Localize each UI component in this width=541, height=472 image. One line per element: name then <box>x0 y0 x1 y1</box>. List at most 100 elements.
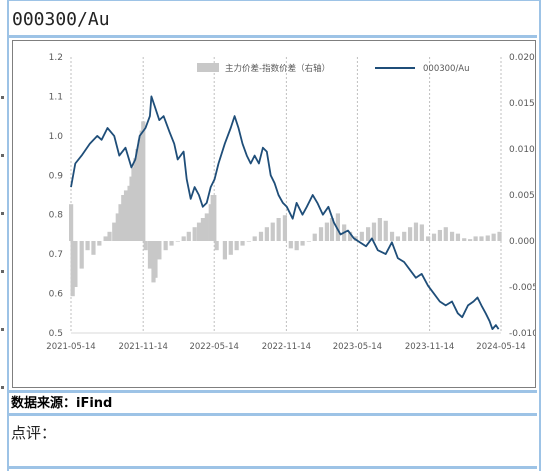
y-right-tick-label: 0.015 <box>509 99 535 109</box>
y-right-tick-label: 0.010 <box>509 145 535 155</box>
bar-mark <box>359 231 364 241</box>
bar-mark <box>212 195 217 241</box>
x-tick-label: 2024-05-14 <box>476 342 525 352</box>
bar-mark <box>169 241 174 246</box>
bar-mark <box>143 241 148 251</box>
bar-mark <box>473 236 478 241</box>
bar-mark <box>91 241 96 255</box>
y-right-tick-label: 0.020 <box>509 53 535 63</box>
bar-mark <box>107 231 112 241</box>
margin-marker <box>1 154 4 157</box>
bar-mark <box>246 241 251 242</box>
bar-mark <box>468 239 473 241</box>
comment-label: 点评： <box>11 424 57 442</box>
bar-mark <box>70 241 75 297</box>
margin-marker <box>1 212 4 215</box>
bar-mark <box>479 236 484 241</box>
bar-mark <box>443 227 448 241</box>
x-tick-label: 2023-05-14 <box>333 342 382 352</box>
bar-mark <box>306 241 311 242</box>
x-tick-label: 2021-05-14 <box>46 342 95 352</box>
bar-mark <box>324 222 330 241</box>
y-left-tick-label: 1.0 <box>49 132 64 142</box>
bar-mark <box>270 222 275 241</box>
bar-mark <box>214 241 219 251</box>
legend-label-line: 000300/Au <box>423 64 470 74</box>
x-tick-label: 2023-11-14 <box>405 342 454 352</box>
y-left-tick-label: 0.6 <box>49 290 64 300</box>
bar-mark <box>234 241 239 251</box>
bar-mark <box>389 231 395 241</box>
bar-mark <box>276 218 281 241</box>
bar-mark <box>147 241 153 269</box>
data-source: 数据来源：iFind <box>9 390 537 416</box>
bar-mark <box>85 241 90 251</box>
bar-mark <box>462 238 467 241</box>
y-right-tick-label: -0.010 <box>509 329 535 339</box>
bar-mark <box>153 241 158 278</box>
bar-mark <box>103 236 108 241</box>
bar-mark <box>395 236 401 241</box>
chart-svg: 2021-05-14 2021-11-14 2022-05-14 2022-11-14… <box>46 53 535 352</box>
x-tick-label: 2022-11-14 <box>262 342 311 352</box>
bar-mark <box>294 241 299 251</box>
bar-mark <box>192 227 197 241</box>
bar-mark <box>426 236 431 241</box>
y-left-tick-label: 0.8 <box>49 211 64 221</box>
y-left-tick-label: 1.1 <box>49 92 63 102</box>
bar-mark <box>485 235 490 241</box>
bar-mark <box>121 195 126 241</box>
chart-area: 2021-05-14 2021-11-14 2022-05-14 2022-11-14… <box>12 40 536 388</box>
bar-mark <box>186 231 191 241</box>
bar-mark <box>79 241 84 269</box>
y-left-tick-label: 0.7 <box>49 250 63 260</box>
bar-mark <box>264 227 269 241</box>
margin-marker <box>1 386 4 389</box>
bar-mark <box>112 222 117 241</box>
bar-mark <box>318 227 324 241</box>
x-tick-label: 2022-05-14 <box>189 342 238 352</box>
legend-swatch-bar <box>197 63 219 72</box>
bar-mark <box>335 213 340 241</box>
bar-mark <box>365 227 371 241</box>
bar-mark <box>252 236 257 241</box>
bar-mark <box>431 233 437 241</box>
bar-mark <box>437 229 442 241</box>
bar-mark <box>282 215 288 241</box>
report-frame <box>7 0 541 471</box>
bar-mark <box>115 213 120 241</box>
bar-mark <box>402 231 407 241</box>
y-left-tick-label: 0.5 <box>49 329 63 339</box>
y-right-tick-label: 0.000 <box>509 237 535 247</box>
bar-mark <box>163 241 168 251</box>
bar-mark <box>312 233 317 241</box>
bar-mark <box>123 190 129 241</box>
bar-mark <box>141 121 146 241</box>
bar-mark <box>196 222 202 241</box>
bar-mark <box>228 241 233 255</box>
margin-marker <box>1 270 4 273</box>
bottom-divider <box>9 466 537 469</box>
bar-mark <box>175 241 180 242</box>
bar-mark <box>455 233 461 241</box>
bar-mark <box>73 241 78 287</box>
bar-mark <box>222 241 227 260</box>
bar-mark <box>371 222 377 241</box>
bar-mark <box>329 218 335 241</box>
chart-title: 000300/Au <box>9 2 537 38</box>
margin-marker <box>1 96 4 99</box>
bar-mark <box>97 241 102 246</box>
bar-mark <box>157 241 162 260</box>
legend-label-bar: 主力价差-指数价差（右轴） <box>225 63 330 74</box>
bar-mark <box>118 204 123 241</box>
bar-mark <box>288 241 293 249</box>
margin-marker <box>1 328 4 331</box>
y-right-tick-label: 0.005 <box>509 191 535 201</box>
y-left-tick-label: 0.9 <box>49 171 64 181</box>
bar-mark <box>69 204 74 241</box>
bar-mark <box>200 218 206 241</box>
bar-mark <box>204 213 209 241</box>
bar-mark <box>491 233 496 241</box>
y-left-tick-label: 1.2 <box>49 53 63 63</box>
bar-mark <box>181 236 186 241</box>
